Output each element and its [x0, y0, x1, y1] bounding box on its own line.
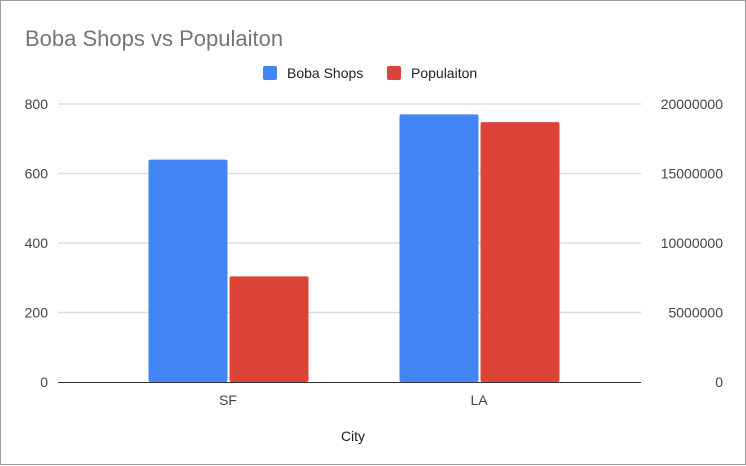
y-right-tick-label: 20000000	[661, 96, 724, 112]
legend-label-population: Populaiton	[411, 65, 477, 81]
x-tick-la: LA	[470, 392, 488, 408]
y-right-tick-label: 15000000	[661, 166, 724, 182]
y-left-tick-label: 400	[25, 235, 49, 251]
chart-title: Boba Shops vs Populaiton	[25, 26, 283, 51]
x-tick-sf: SF	[219, 392, 237, 408]
bar-populaiton-sf	[229, 276, 309, 382]
y-left-tick-label: 600	[25, 166, 49, 182]
bar-boba-shops-la	[399, 114, 479, 383]
y-left-tick-label: 200	[25, 305, 49, 321]
y-right-tick-label: 10000000	[661, 235, 724, 251]
y-left-tick-label: 0	[40, 374, 48, 390]
legend-swatch-boba	[263, 66, 277, 80]
y-left-tick-label: 800	[25, 96, 49, 112]
bar-populaiton-la	[480, 122, 560, 382]
x-axis-label: City	[341, 428, 365, 444]
legend: Boba Shops Populaiton	[263, 65, 477, 81]
bar-boba-shops-sf	[148, 159, 228, 382]
legend-label-boba: Boba Shops	[287, 65, 363, 81]
legend-swatch-population	[387, 66, 401, 80]
y-right-tick-label: 5000000	[668, 305, 723, 321]
y-right-tick-label: 0	[715, 374, 723, 390]
